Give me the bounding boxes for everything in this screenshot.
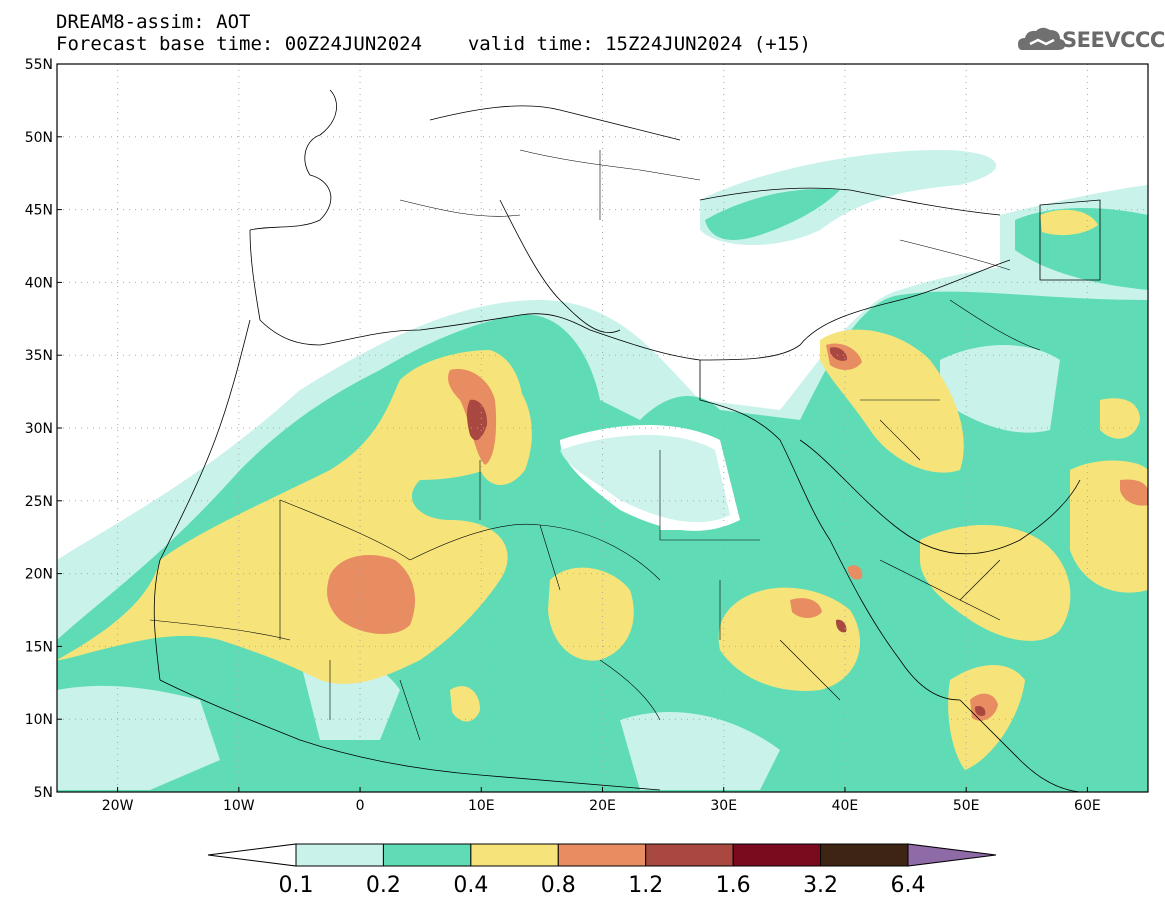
lon-label: 60E xyxy=(1074,798,1101,814)
lat-label: 5N xyxy=(34,785,53,801)
colorbar-swatch xyxy=(732,843,822,867)
borders xyxy=(149,149,1041,741)
lon-label: 10W xyxy=(223,798,255,814)
base-time: Forecast base time: 00Z24JUN2024 xyxy=(56,33,423,55)
colorbar-swatch xyxy=(382,843,472,867)
colorbar-label: 1.6 xyxy=(716,873,751,898)
aot-band-1.2 xyxy=(467,347,986,717)
colorbar-over-triangle xyxy=(907,843,997,867)
lat-label: 50N xyxy=(25,130,53,146)
colorbar-under-triangle xyxy=(207,843,297,867)
colorbar-label: 0.2 xyxy=(366,873,401,898)
lon-label: 30E xyxy=(710,798,737,814)
logo-text: SEEVCCC xyxy=(1062,28,1165,52)
lat-label: 45N xyxy=(25,203,53,219)
lat-label: 55N xyxy=(25,57,53,73)
lat-label: 25N xyxy=(25,494,53,510)
colorbar-swatch xyxy=(557,843,647,867)
colorbar-swatch xyxy=(295,843,384,867)
lon-label: 50E xyxy=(953,798,980,814)
colorbar-label: 0.1 xyxy=(279,873,314,898)
graticule xyxy=(57,64,1148,792)
colorbar-label: 0.8 xyxy=(541,873,576,898)
coastlines xyxy=(153,89,1101,792)
lon-label: 40E xyxy=(832,798,859,814)
colorbar-label: 1.2 xyxy=(628,873,663,898)
colorbar-label: 3.2 xyxy=(803,873,838,898)
cloud-icon xyxy=(1018,27,1066,50)
colorbar: 0.1 0.2 0.4 0.8 1.2 1.6 3.2 6.4 xyxy=(207,843,997,898)
longitude-labels: 20W 10W 0 10E 20E 30E 40E 50E 60E xyxy=(102,787,1101,814)
lat-label: 20N xyxy=(25,567,53,583)
lat-label: 30N xyxy=(25,421,53,437)
lon-label: 10E xyxy=(468,798,495,814)
colorbar-label: 0.4 xyxy=(453,873,488,898)
colorbar-swatch xyxy=(820,843,909,867)
map-title: DREAM8-assim: AOT xyxy=(56,11,251,33)
colorbar-label: 6.4 xyxy=(891,873,926,898)
valid-time: valid time: 15Z24JUN2024 (+15) xyxy=(467,33,811,55)
lat-label: 40N xyxy=(25,275,53,291)
latitude-labels: 55N 50N 45N 40N 35N 30N 25N 20N 15N 10N 5N xyxy=(25,57,62,801)
lat-label: 15N xyxy=(25,639,53,655)
lon-label: 0 xyxy=(356,798,365,814)
colorbar-swatch xyxy=(645,843,734,867)
lon-label: 20W xyxy=(102,798,134,814)
lat-label: 35N xyxy=(25,348,53,364)
lat-label: 10N xyxy=(25,712,53,728)
lon-label: 20E xyxy=(589,798,616,814)
colorbar-swatch xyxy=(470,843,559,867)
time-info: Forecast base time: 00Z24JUN2024 valid t… xyxy=(56,34,811,54)
